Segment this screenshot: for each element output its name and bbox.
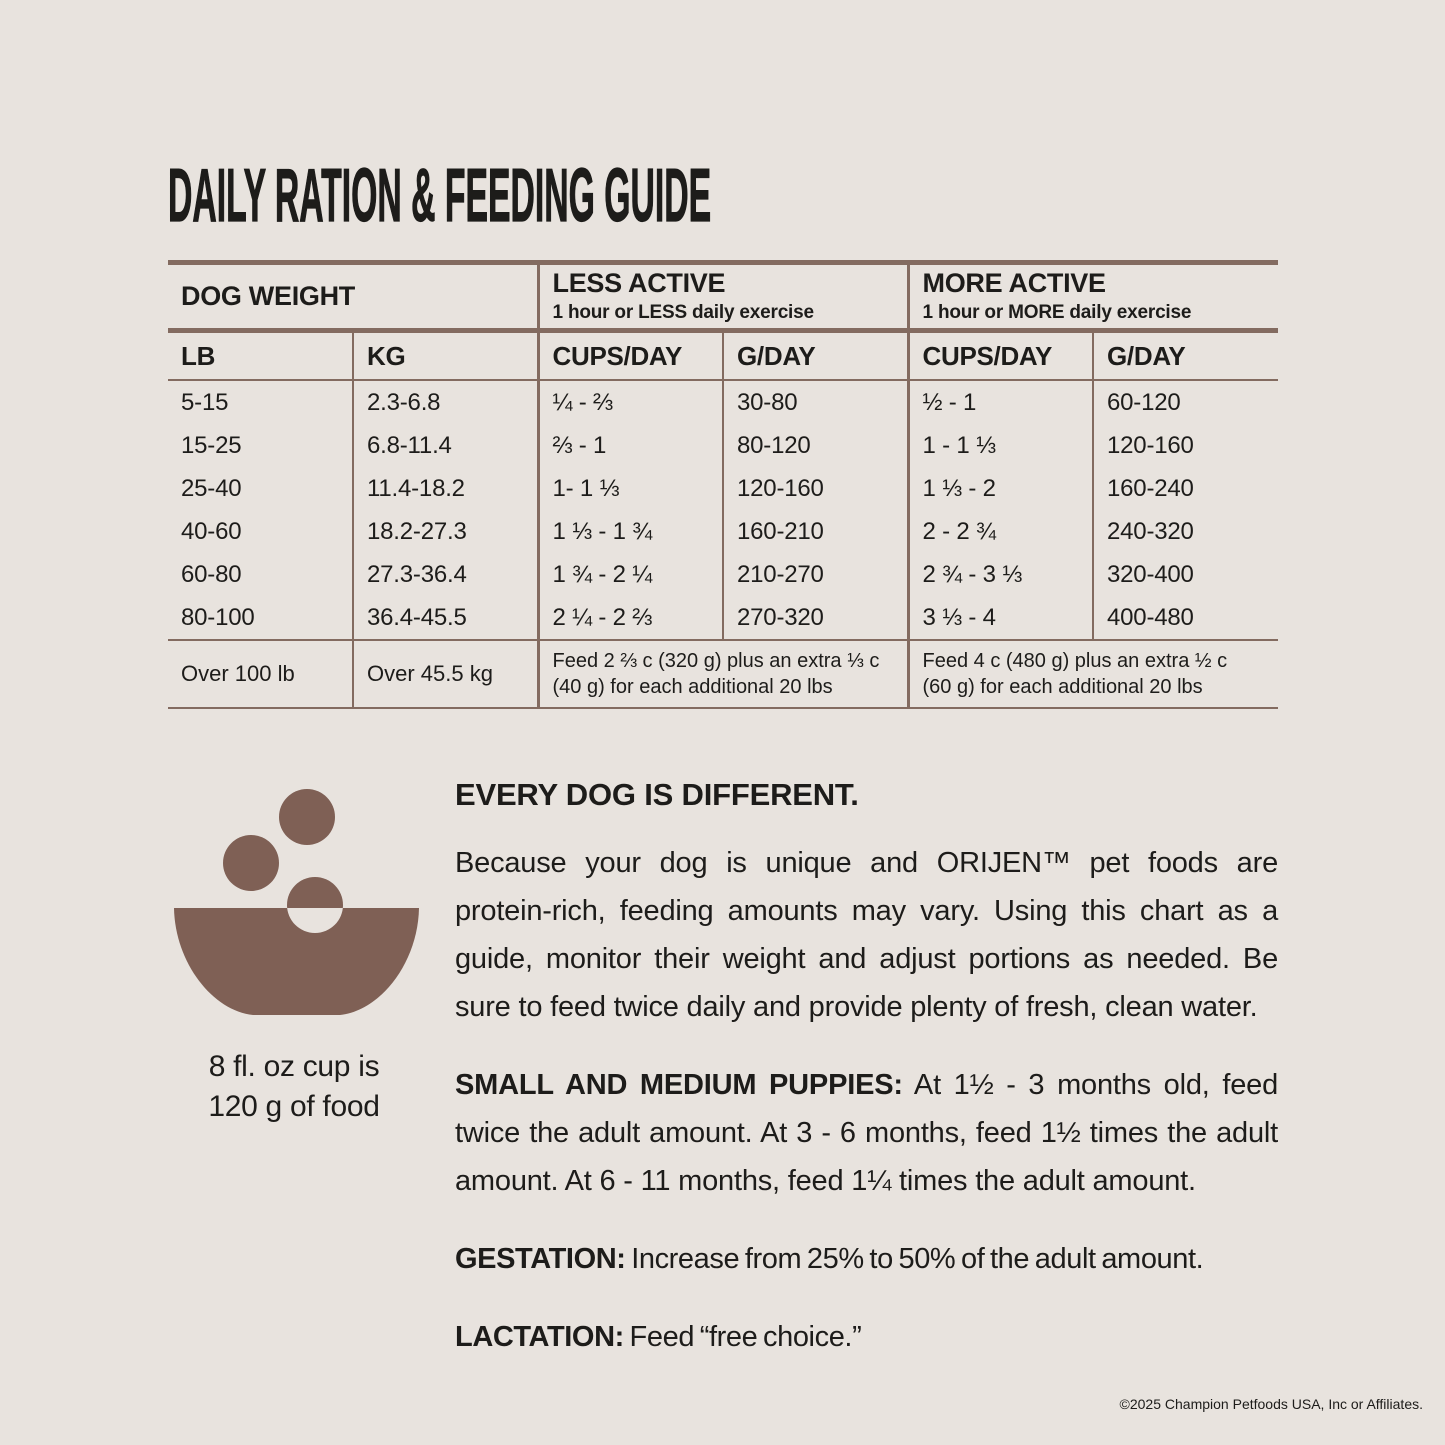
table-cell: 210-270: [722, 553, 908, 596]
table-cell: 80-100: [181, 603, 255, 631]
table-cell: 30-80: [722, 380, 908, 424]
table-cell: 3 ⅓ - 4: [906, 596, 1093, 640]
table-cell: 18.2-27.3: [352, 510, 538, 553]
group-label: DOG WEIGHT: [181, 280, 355, 311]
bowl-column: 8 fl. oz cup is 120 g of food: [168, 777, 455, 1361]
table-cell: 60-120: [1092, 380, 1278, 424]
table-row: 80-100 36.4-45.5 2 ¼ - 2 ⅔ 270-320 3 ⅓ -…: [168, 596, 1278, 640]
table-cell: 1- 1 ⅓: [536, 467, 723, 510]
table-cell: 320-400: [1092, 553, 1278, 596]
info-paragraph: Because your dog is unique and ORIJEN™ p…: [455, 839, 1278, 1031]
over-100-row: Over 100 lb Over 45.5 kg Feed 2 ⅔ c (320…: [168, 639, 1278, 709]
feed-instruction-more-active: Feed 4 c (480 g) plus an extra ½ c (60 g…: [906, 639, 1278, 709]
table-row: 15-25 6.8-11.4 ⅔ - 1 80-120 1 - 1 ⅓ 120-…: [168, 424, 1278, 467]
table-cell: 160-240: [1092, 467, 1278, 510]
bowl-caption-line1: 8 fl. oz cup is: [208, 1050, 380, 1083]
table-row: 25-40 11.4-18.2 1- 1 ⅓ 120-160 1 ⅓ - 2 1…: [168, 467, 1278, 510]
column-header-lb: LB: [168, 330, 353, 381]
table-cell: 27.3-36.4: [352, 553, 538, 596]
table-cell: 160-210: [722, 510, 908, 553]
feed-instruction-less-active: Feed 2 ⅔ c (320 g) plus an extra ⅓ c (40…: [536, 639, 908, 709]
group-header-more-active: MORE ACTIVE 1 hour or MORE daily exercis…: [906, 260, 1278, 333]
table-cell: 80-120: [722, 424, 908, 467]
table-cell: 6.8-11.4: [352, 424, 538, 467]
table-cell: 1 - 1 ⅓: [906, 424, 1093, 467]
puppies-paragraph: SMALL AND MEDIUM PUPPIES: At 1½ - 3 mont…: [455, 1061, 1278, 1205]
lactation-line: LACTATION: Feed “free choice.”: [455, 1313, 1278, 1361]
group-label: MORE ACTIVE: [922, 268, 1107, 299]
table-cell: 1 ⅓ - 1 ¾: [536, 510, 723, 553]
group-label: LESS ACTIVE: [552, 268, 726, 299]
column-header-cups-less: CUPS/DAY: [536, 330, 723, 381]
food-bowl-icon: [174, 789, 419, 1015]
table-cell: 2 - 2 ¾: [906, 510, 1093, 553]
table-cell: 1 ¾ - 2 ¼: [536, 553, 723, 596]
table-cell: 15-25: [181, 431, 242, 459]
column-header-kg: KG: [352, 330, 538, 381]
table-cell: 2.3-6.8: [352, 380, 538, 424]
puppies-text: At 1½ - 3 months old, feed twice the adu…: [455, 1069, 1278, 1197]
info-column: EVERY DOG IS DIFFERENT. Because your dog…: [455, 777, 1278, 1361]
info-heading: EVERY DOG IS DIFFERENT.: [455, 777, 859, 812]
table-cell: 25-40: [181, 474, 242, 502]
group-header-less-active: LESS ACTIVE 1 hour or LESS daily exercis…: [536, 260, 908, 333]
column-header-g-more: G/DAY: [1092, 330, 1278, 381]
table-cell: 120-160: [722, 467, 908, 510]
gestation-label: GESTATION:: [455, 1243, 626, 1275]
content-column: DAILY RATION & FEEDING GUIDE DOG WEIGHT …: [168, 0, 1278, 1361]
table-cell: 120-160: [1092, 424, 1278, 467]
lactation-label: LACTATION:: [455, 1321, 624, 1353]
table-cell: ⅔ - 1: [536, 424, 723, 467]
group-sublabel: 1 hour or LESS daily exercise: [552, 301, 815, 323]
group-sublabel: 1 hour or MORE daily exercise: [922, 301, 1192, 323]
table-cell: 5-15: [181, 388, 229, 416]
table-cell: 1 ⅓ - 2: [906, 467, 1093, 510]
table-cell: 2 ¼ - 2 ⅔: [536, 596, 723, 640]
bottom-section: 8 fl. oz cup is 120 g of food EVERY DOG …: [168, 777, 1278, 1361]
column-header-cups-more: CUPS/DAY: [906, 330, 1093, 381]
table-row: 40-60 18.2-27.3 1 ⅓ - 1 ¾ 160-210 2 - 2 …: [168, 510, 1278, 553]
copyright-notice: ©2025 Champion Petfoods USA, Inc or Affi…: [1119, 1396, 1423, 1412]
table-row: 60-80 27.3-36.4 1 ¾ - 2 ¼ 210-270 2 ¾ - …: [168, 553, 1278, 596]
table-cell: 400-480: [1092, 596, 1278, 640]
feeding-table: DOG WEIGHT LESS ACTIVE 1 hour or LESS da…: [168, 260, 1278, 709]
info-paragraph-text: Because your dog is unique and ORIJEN™ p…: [455, 847, 1278, 1023]
table-cell: Over 100 lb: [168, 639, 353, 709]
column-header-row: LB KG CUPS/DAY G/DAY CUPS/DAY G/DAY: [168, 330, 1278, 381]
table-cell: 36.4-45.5: [352, 596, 538, 640]
page-title: DAILY RATION & FEEDING GUIDE: [168, 153, 712, 237]
table-cell: 11.4-18.2: [352, 467, 538, 510]
table-cell: Over 45.5 kg: [352, 639, 538, 709]
gestation-line: GESTATION: Increase from 25% to 50% of t…: [455, 1235, 1278, 1283]
column-header-g-less: G/DAY: [722, 330, 908, 381]
gestation-text: Increase from 25% to 50% of the adult am…: [625, 1243, 1204, 1275]
group-header-dog-weight: DOG WEIGHT: [168, 260, 538, 333]
table-cell: ¼ - ⅔: [536, 380, 723, 424]
table-cell: 2 ¾ - 3 ⅓: [906, 553, 1093, 596]
bowl-caption: 8 fl. oz cup is 120 g of food: [168, 1047, 420, 1127]
table-cell: 240-320: [1092, 510, 1278, 553]
table-cell: 60-80: [181, 560, 242, 588]
lactation-text: Feed “free choice.”: [623, 1321, 862, 1353]
title-wrap: DAILY RATION & FEEDING GUIDE: [168, 0, 1278, 260]
puppies-label: SMALL AND MEDIUM PUPPIES:: [455, 1069, 903, 1101]
table-row: 5-15 2.3-6.8 ¼ - ⅔ 30-80 ½ - 1 60-120: [168, 380, 1278, 424]
table-cell: 270-320: [722, 596, 908, 640]
bowl-caption-line2: 120 g of food: [208, 1090, 380, 1123]
group-header-row: DOG WEIGHT LESS ACTIVE 1 hour or LESS da…: [168, 260, 1278, 333]
table-cell: 40-60: [181, 517, 242, 545]
table-cell: ½ - 1: [906, 380, 1093, 424]
